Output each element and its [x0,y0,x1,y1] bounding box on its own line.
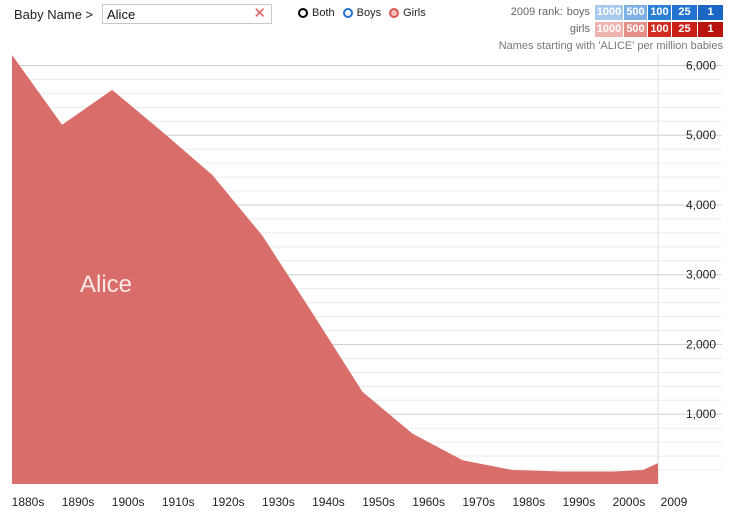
y-tick-label: 1,000 [686,407,716,421]
breadcrumb: Baby Name > [14,7,94,22]
x-tick-label: 1990s [563,495,596,509]
series-label-alice: Alice [80,271,132,298]
search-box[interactable]: ✕ [102,4,272,24]
rank-cell-boys-25[interactable]: 25 [672,4,697,20]
rank-girls-label: girls [569,23,590,35]
gender-filter: Both Boys Girls [298,7,426,19]
chart-subtitle: Names starting with 'ALICE' per million … [498,40,723,52]
x-tick-label: 1960s [412,495,445,509]
rank-boys-cells: 1000 500 100 25 1 [594,4,723,20]
rank-cell-boys-100[interactable]: 100 [648,4,671,20]
x-tick-label: 1950s [362,495,395,509]
rank-cell-girls-100[interactable]: 100 [648,21,671,37]
x-tick-label: 1890s [62,495,95,509]
area-series[interactable] [12,55,658,484]
top-bar: Baby Name > ✕ Both Boys Girls 2009 rank:… [0,0,737,55]
radio-both-label: Both [312,7,335,19]
x-tick-label: 1910s [162,495,195,509]
rank-boys-label: boys [566,6,590,18]
x-tick-label: 1980s [512,495,545,509]
rank-row-girls: girls 1000 500 100 25 1 [511,21,723,37]
y-tick-label: 6,000 [686,58,716,72]
rank-cell-girls-1[interactable]: 1 [698,21,723,37]
rank-cell-boys-1000[interactable]: 1000 [595,4,623,20]
x-tick-label: 2000s [613,495,646,509]
rank-title: 2009 rank: [510,6,563,18]
y-axis-ticks: 1,000 2,000 3,000 4,000 5,000 6,000 [686,58,716,421]
x-tick-label: 1900s [112,495,145,509]
radio-boys[interactable]: Boys [342,7,382,19]
rank-girls-cells: 1000 500 100 25 1 [594,21,723,37]
radio-girls[interactable]: Girls [389,7,426,19]
rank-cell-girls-25[interactable]: 25 [672,21,697,37]
rank-cell-girls-1000[interactable]: 1000 [595,21,623,37]
y-tick-label: 5,000 [686,128,716,142]
x-tick-label: 1930s [262,495,295,509]
rank-cell-girls-500[interactable]: 500 [624,21,647,37]
y-tick-label: 3,000 [686,268,716,282]
radio-both[interactable]: Both [298,7,335,19]
search-input[interactable] [107,6,247,22]
radio-circle-icon [342,8,353,18]
x-tick-label: 1940s [312,495,345,509]
x-tick-label: 2009 [661,495,688,509]
area-alice[interactable] [12,55,658,484]
x-axis-ticks: 1880s 1890s 1900s 1910s 1920s 1930s 1940s 1950s… [12,495,688,509]
y-tick-label: 2,000 [686,337,716,351]
rank-cell-boys-1[interactable]: 1 [698,4,723,20]
x-tick-label: 1920s [212,495,245,509]
radio-circle-selected-icon [389,8,400,18]
close-icon[interactable]: ✕ [253,5,266,22]
x-tick-label: 1970s [462,495,495,509]
rank-cell-boys-500[interactable]: 500 [624,4,647,20]
radio-boys-label: Boys [356,7,382,19]
radio-girls-label: Girls [403,7,426,19]
rank-legend: 2009 rank: boys 1000 500 100 25 1 girls 1000… [511,4,723,38]
rank-row-boys: 2009 rank: boys 1000 500 100 25 1 [511,4,723,20]
y-tick-label: 4,000 [686,198,716,212]
x-tick-label: 1880s [12,495,45,509]
area-labels: Alice [80,271,132,298]
radio-circle-icon [298,8,308,18]
